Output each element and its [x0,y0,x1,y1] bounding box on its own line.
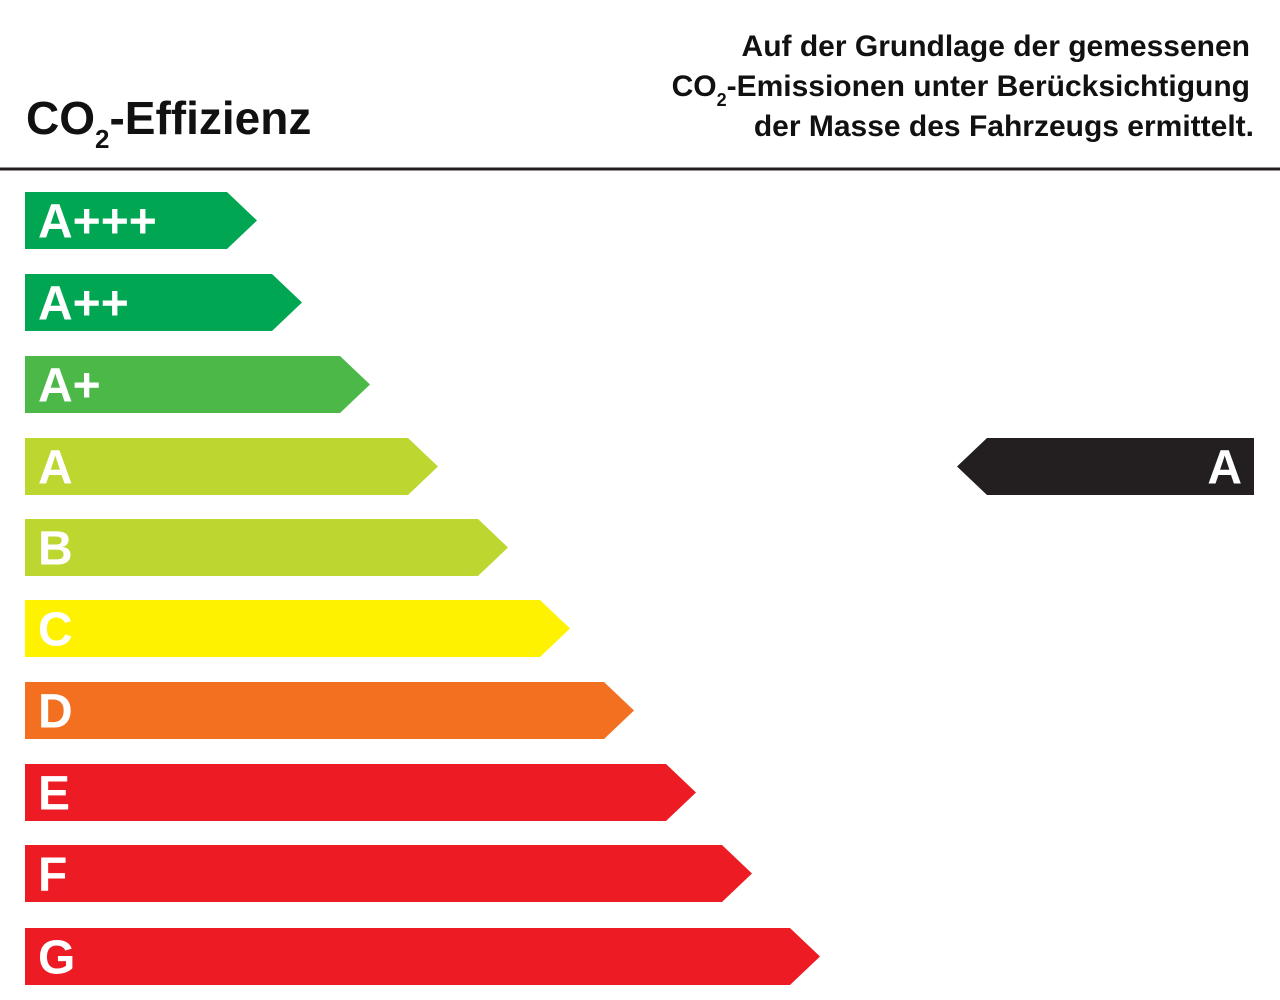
description-sub: 2 [717,90,727,110]
class-arrow [25,192,257,249]
class-label: A++ [38,278,129,331]
class-arrow [25,519,508,576]
indicator: A [957,438,1254,495]
class-arrow [25,764,696,821]
description-line: CO2-Emissionen unter Berücksichtigung [672,70,1250,110]
title: CO2-Effizienz [26,92,311,154]
title-rest: -Effizienz [109,92,311,144]
title-main: CO [26,92,95,144]
indicator-arrow [957,438,1254,495]
class-label: A+ [38,360,101,413]
description-line: Auf der Grundlage der gemessenen [742,30,1250,63]
class-arrow [25,356,370,413]
class-label: E [38,768,70,821]
indicator-label: A [1207,442,1242,495]
class-arrow [25,438,438,495]
class-arrow [25,682,634,739]
class-label: F [38,849,67,902]
description-line: der Masse des Fahrzeugs ermittelt. [754,110,1254,143]
class-label: B [38,523,73,576]
description-main: CO [672,70,717,103]
class-arrow [25,928,820,985]
class-label: G [38,932,75,985]
class-arrow [25,600,570,657]
description-rest: -Emissionen unter Berücksichtigung [727,70,1250,103]
class-arrow [25,274,302,331]
class-label: A [38,442,73,495]
class-label: D [38,686,73,739]
title-sub: 2 [95,124,109,154]
class-label: A+++ [38,196,157,249]
class-arrow [25,845,752,902]
class-label: C [38,604,73,657]
